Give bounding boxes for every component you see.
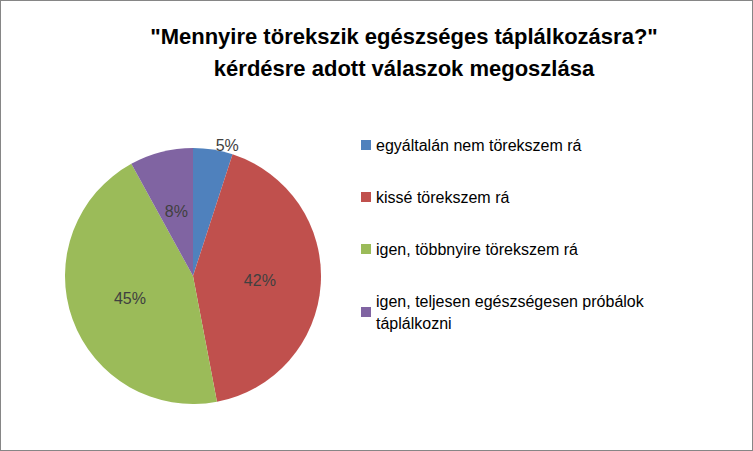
svg-text:táplálkozni: táplálkozni bbox=[376, 315, 452, 332]
svg-text:45%: 45% bbox=[114, 290, 146, 307]
svg-text:8%: 8% bbox=[165, 203, 188, 220]
svg-text:egyáltalán nem törekszem rá: egyáltalán nem törekszem rá bbox=[376, 137, 582, 154]
svg-text:kérdésre adott válaszok megosz: kérdésre adott válaszok megoszlása bbox=[214, 56, 595, 81]
svg-text:igen, többnyire törekszem rá: igen, többnyire törekszem rá bbox=[376, 241, 578, 258]
svg-text:kissé törekszem rá: kissé törekszem rá bbox=[376, 189, 509, 206]
svg-text:5%: 5% bbox=[216, 137, 239, 154]
svg-text:"Mennyire törekszik egészséges: "Mennyire törekszik egészséges táplálkoz… bbox=[150, 24, 658, 49]
svg-text:42%: 42% bbox=[244, 272, 276, 289]
svg-text:igen, teljesen egészségesen pr: igen, teljesen egészségesen próbálok bbox=[376, 293, 648, 310]
